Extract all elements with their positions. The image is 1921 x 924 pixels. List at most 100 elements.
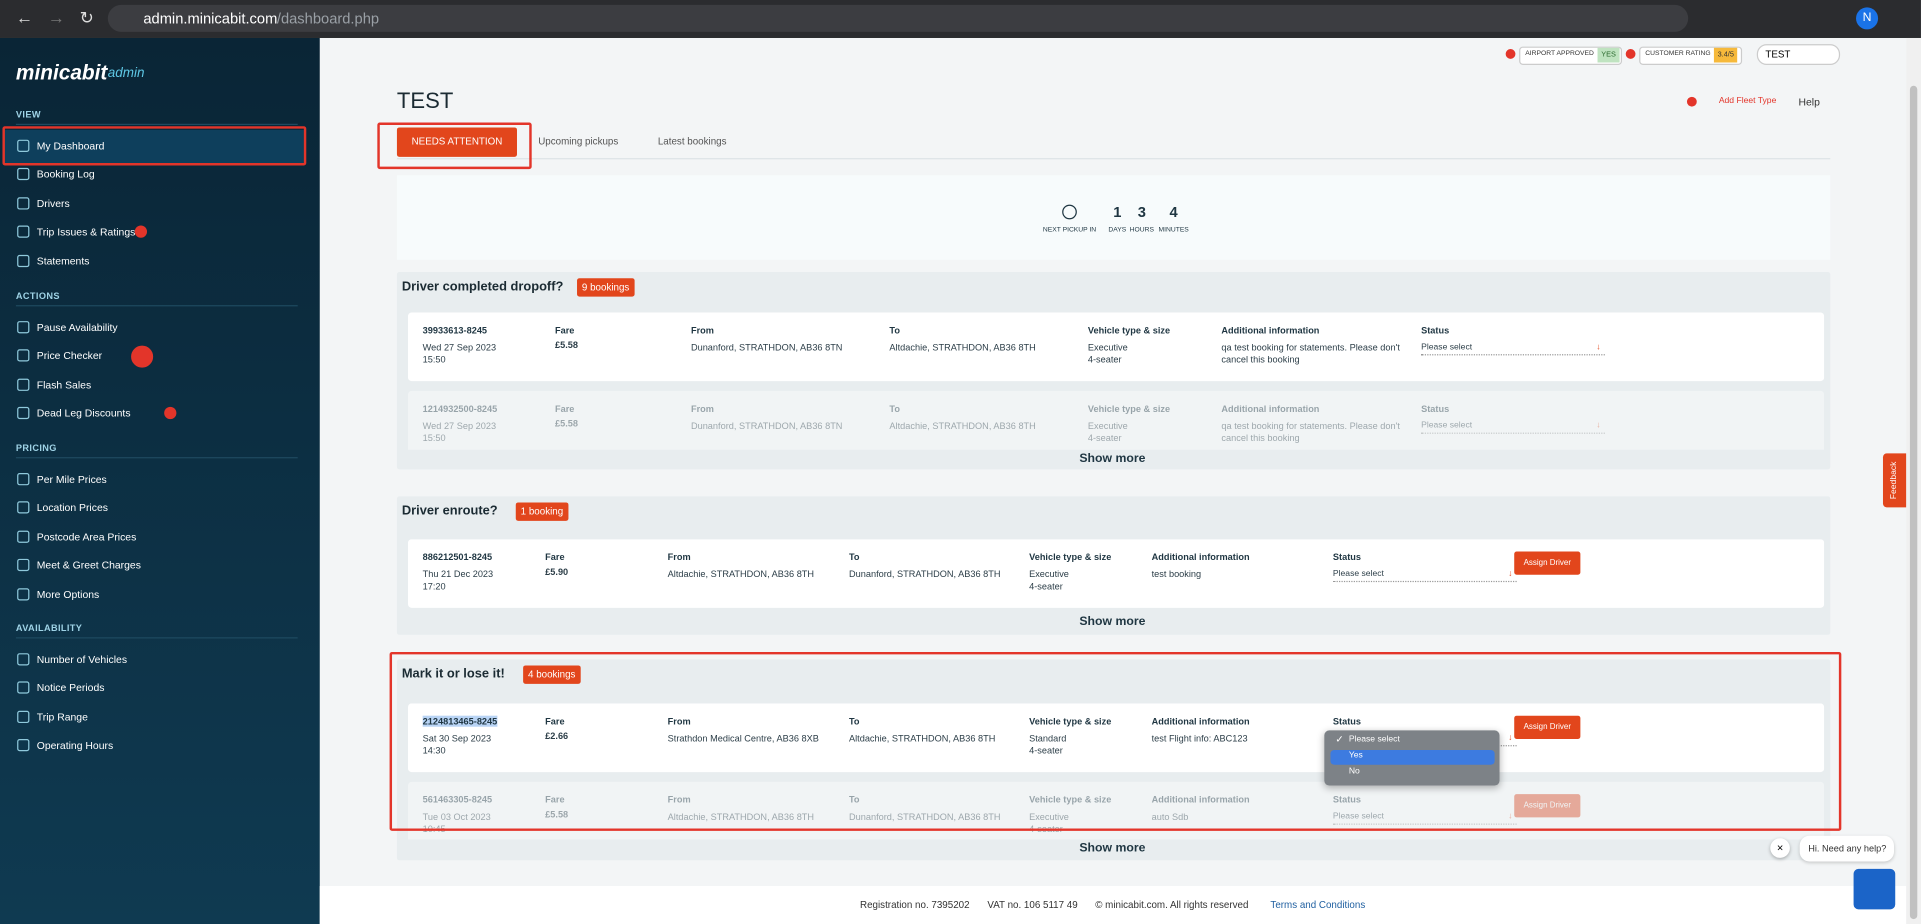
booking-count: 4 bookings — [523, 665, 581, 684]
booking-vehicle: Executive — [1087, 420, 1128, 432]
column-label: To — [848, 715, 860, 727]
assign-driver[interactable]: Assign Driver — [1514, 794, 1581, 818]
column-label: Vehicle type & size — [1087, 403, 1171, 415]
url-bar — [107, 4, 1689, 32]
logo: minicabit — [15, 61, 108, 85]
booking-id: 39933613-8245 — [422, 324, 488, 336]
footer-text: © minicabit.com. All rights reserved — [1095, 899, 1249, 911]
status-select[interactable]: Please select — [1332, 570, 1517, 583]
menu-item[interactable]: Postcode Area Prices — [36, 530, 137, 543]
booking-date: Wed 27 Sep 2023 — [422, 341, 497, 353]
help-badge — [134, 225, 148, 238]
menu-item[interactable]: Operating Hours — [36, 739, 114, 752]
column-label: Status — [1332, 715, 1361, 727]
booking-time: 17:20 — [422, 580, 446, 592]
tab[interactable]: Latest bookings — [657, 136, 727, 148]
menu-item[interactable]: Pause Availability — [36, 321, 118, 334]
menu-item[interactable]: Per Mile Prices — [36, 473, 107, 486]
column-label: Vehicle type & size — [1087, 324, 1171, 336]
menu-item[interactable]: More Options — [36, 587, 100, 600]
dropdown-option[interactable]: Yes — [1348, 751, 1363, 760]
rating-label: CUSTOMER RATING — [1645, 50, 1711, 58]
menu-item[interactable]: Flash Sales — [36, 378, 92, 391]
countdown-value: 4 — [1169, 203, 1178, 221]
nav-button[interactable]: ← — [15, 7, 34, 27]
countdown-unit: DAYS — [1108, 226, 1127, 235]
booking-fare: £5.58 — [545, 808, 569, 820]
feedback-tab — [1882, 453, 1907, 508]
help-ring — [131, 345, 154, 368]
url-host: admin.minicabit.com — [143, 9, 278, 27]
column-label: From — [690, 324, 714, 336]
divider — [15, 637, 298, 639]
card-list: 39933613-8245 Wed 27 Sep 2023 15:50 Fare £5.… — [407, 312, 1825, 450]
booking-from: Altdachie, STRATHDON, AB36 8TH — [667, 568, 815, 580]
countdown-panel — [396, 175, 1831, 260]
status-select[interactable]: Please select — [1421, 422, 1605, 434]
menu-item[interactable]: Booking Log — [36, 168, 95, 181]
booking-date: Sat 30 Sep 2023 — [422, 732, 492, 744]
tab[interactable]: Upcoming pickups — [538, 136, 619, 148]
nav-button[interactable]: ↻ — [79, 7, 95, 27]
column-label: Additional information — [1151, 715, 1250, 727]
account-select[interactable]: TEST — [1756, 44, 1841, 65]
pill — [1519, 46, 1623, 65]
menu-item[interactable]: Meet & Greet Charges — [36, 559, 141, 572]
nav-button[interactable]: → — [47, 7, 65, 27]
booking-time: 15:50 — [422, 354, 446, 366]
menu-item[interactable]: Drivers — [36, 197, 70, 210]
menu-item[interactable]: Notice Periods — [36, 681, 105, 695]
booking-id: 2124813465-8245 — [422, 715, 498, 727]
assign-driver[interactable]: Assign Driver — [1514, 715, 1581, 739]
scroll-thumb — [1909, 85, 1918, 920]
column-label: Fare — [554, 324, 575, 336]
menu-item[interactable]: Statements — [36, 254, 90, 267]
sidebar-section-title: AVAILABILITY — [15, 622, 83, 634]
highlight-box — [377, 122, 532, 170]
footer-text[interactable]: Terms and Conditions — [1270, 899, 1366, 911]
chat-close: × — [1770, 838, 1790, 858]
status-select[interactable]: Please select — [1332, 813, 1517, 825]
tab[interactable]: NEEDS ATTENTION — [411, 136, 503, 148]
status-select[interactable]: Please select — [1421, 343, 1605, 356]
sidebar-section-title: VIEW — [15, 109, 41, 121]
menu-item[interactable]: My Dashboard — [36, 139, 105, 152]
booking-id: 886212501-8245 — [422, 551, 493, 563]
dropdown-option[interactable]: Please select — [1348, 735, 1400, 744]
chat-text: Hi. Need any help? — [1808, 843, 1887, 855]
menu-item[interactable]: Price Checker — [36, 349, 103, 363]
chat-button[interactable] — [1853, 868, 1896, 910]
chat-bubble — [1799, 835, 1895, 862]
logo-sub: admin — [107, 66, 145, 81]
booking-from: Dunanford, STRATHDON, AB36 8TN — [690, 341, 843, 353]
footer-text: VAT no. 106 5117 49 — [987, 899, 1078, 911]
add-fleet[interactable]: Add Fleet Type — [1718, 96, 1777, 106]
help-icon — [1505, 49, 1516, 59]
help-link[interactable]: Help — [1798, 95, 1820, 108]
booking-date: Tue 03 Oct 2023 — [422, 811, 491, 823]
feedback-label[interactable]: Feedback — [1889, 461, 1899, 500]
column-label: To — [889, 324, 900, 336]
booking-info: test booking — [1151, 568, 1202, 580]
booking-count: 1 booking — [515, 502, 569, 521]
menu-item[interactable]: Location Prices — [36, 501, 108, 514]
footer-text: Registration no. 7395202 — [860, 899, 970, 911]
booking-count: 9 bookings — [577, 278, 635, 297]
column-label: Status — [1421, 324, 1450, 336]
show-more[interactable]: Show more — [1079, 615, 1146, 629]
sidebar-section-title: ACTIONS — [15, 290, 60, 302]
dropdown-option[interactable]: No — [1348, 767, 1360, 776]
show-more[interactable]: Show more — [1079, 841, 1146, 856]
menu-icon — [17, 710, 30, 723]
show-more[interactable]: Show more — [1079, 452, 1146, 466]
menu-icon — [17, 501, 30, 514]
menu-item[interactable]: Dead Leg Discounts — [36, 407, 131, 420]
assign-driver[interactable]: Assign Driver — [1514, 551, 1581, 575]
countdown-value: 1 — [1113, 203, 1122, 221]
menu-item[interactable]: Trip Issues & Ratings — [36, 225, 136, 238]
booking-fare: £5.58 — [554, 417, 578, 429]
booking-card: 886212501-8245 Thu 21 Dec 2023 17:20 Fare £5… — [407, 539, 1825, 608]
menu-icon — [17, 168, 30, 181]
menu-item[interactable]: Trip Range — [36, 710, 88, 723]
menu-item[interactable]: Number of Vehicles — [36, 653, 128, 666]
